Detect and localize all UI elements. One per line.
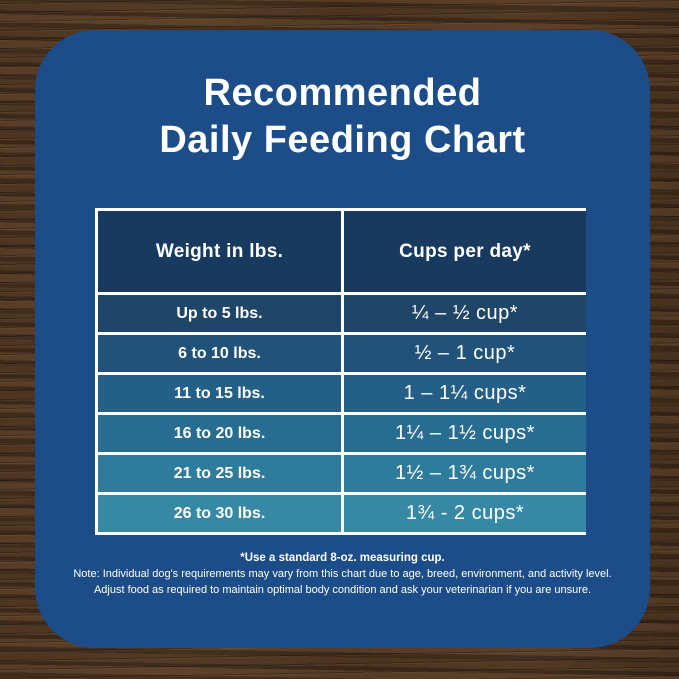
table-row-cups: 1¾ - 2 cups* [344, 495, 586, 532]
table-row-cups: 1¼ – 1½ cups* [344, 415, 586, 452]
column-header-cups: Cups per day* [344, 211, 586, 292]
table-row-weight: Up to 5 lbs. [98, 295, 341, 332]
table-row-cups: 1½ – 1¾ cups* [344, 455, 586, 492]
table-row-weight: 11 to 15 lbs. [98, 375, 341, 412]
title-line-2: Daily Feeding Chart [159, 119, 526, 161]
table-row-weight: 21 to 25 lbs. [98, 455, 341, 492]
table-row-weight: 26 to 30 lbs. [98, 495, 341, 532]
footnotes: *Use a standard 8-oz. measuring cup. Not… [35, 550, 650, 598]
feeding-chart-panel: Recommended Daily Feeding Chart Weight i… [35, 30, 650, 648]
table-row-cups: ¼ – ½ cup* [344, 295, 586, 332]
table-row-weight: 16 to 20 lbs. [98, 415, 341, 452]
measuring-cup-note: *Use a standard 8-oz. measuring cup. [240, 552, 445, 564]
table-row-cups: ½ – 1 cup* [344, 335, 586, 372]
table-row-cups: 1 – 1¼ cups* [344, 375, 586, 412]
disclaimer-line-1: Note: Individual dog's requirements may … [73, 568, 612, 580]
column-header-weight: Weight in lbs. [98, 211, 341, 292]
table-row-weight: 6 to 10 lbs. [98, 335, 341, 372]
disclaimer-line-2: Adjust food as required to maintain opti… [93, 584, 592, 596]
page-title: Recommended Daily Feeding Chart [35, 30, 650, 164]
title-line-1: Recommended [203, 72, 482, 114]
feeding-table: Weight in lbs. Cups per day* Up to 5 lbs… [95, 208, 586, 535]
